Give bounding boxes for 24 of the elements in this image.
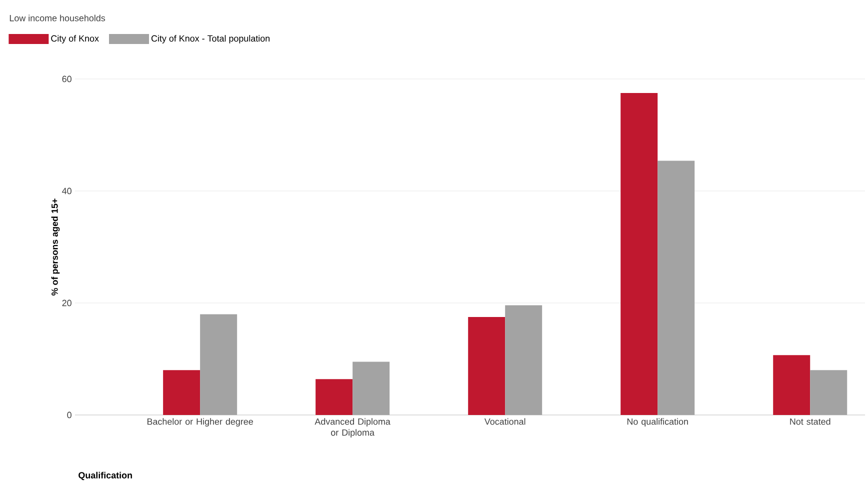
x-tick-label: Advanced Diploma or Diploma: [314, 418, 390, 438]
bar: [316, 379, 353, 415]
bar: [773, 355, 810, 415]
y-tick-label: 0: [67, 412, 72, 418]
y-axis-title: % of persons aged 15+: [51, 198, 60, 296]
bar: [352, 362, 390, 415]
chart-title: Low income households: [10, 14, 106, 22]
y-tick-label: 20: [62, 300, 72, 306]
legend-label: City of Knox: [51, 35, 99, 44]
x-axis-title: Qualification: [78, 472, 132, 480]
y-tick-label: 40: [62, 188, 72, 194]
bar: [620, 92, 658, 415]
y-tick-label: 60: [62, 76, 72, 82]
legend-label: City of Knox - Total population: [151, 35, 270, 44]
bar: [200, 314, 238, 415]
x-tick-label: Vocational: [484, 418, 526, 425]
bar: [658, 160, 695, 415]
x-tick-label: Bachelor or Higher degree: [147, 418, 253, 427]
bar: [810, 370, 848, 415]
bar: [505, 305, 542, 415]
bar: [468, 316, 506, 415]
x-tick-label: Not stated: [790, 418, 830, 425]
x-tick-label: No qualification: [627, 418, 688, 427]
bar: [163, 370, 200, 415]
